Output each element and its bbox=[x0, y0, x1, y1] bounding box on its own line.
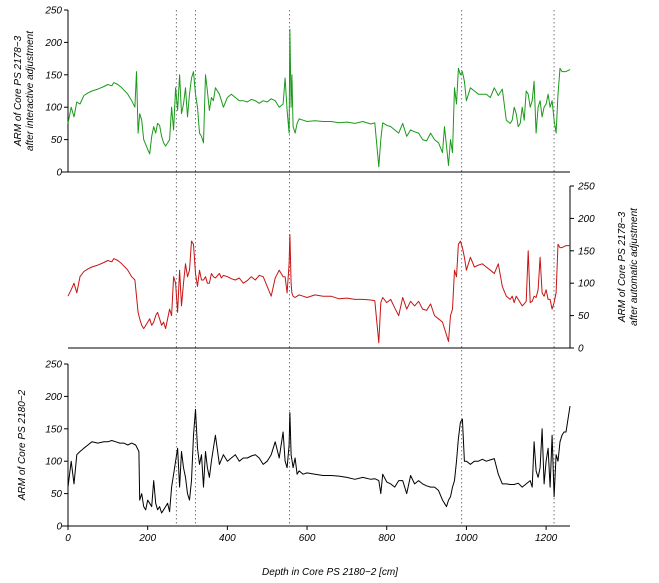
y-tick-label-top-100: 100 bbox=[45, 103, 62, 114]
panel-bottom: 0 50 100 150 200 250 ARM of Core PS 2180−2 0 200… bbox=[17, 360, 571, 578]
y-tick-label-top-50: 50 bbox=[51, 135, 63, 146]
x-tick-label-600: 600 bbox=[299, 533, 316, 544]
y-tick-label-bottom-250: 250 bbox=[44, 360, 62, 371]
y-tick-label-bottom-50: 50 bbox=[51, 489, 63, 500]
x-tick-label-400: 400 bbox=[219, 533, 236, 544]
series-line-middle bbox=[67, 234, 570, 344]
y-tick-label-top-0: 0 bbox=[56, 168, 62, 179]
y-axis-label-line-bottom-1: ARM of Core PS 2180−2 bbox=[17, 389, 28, 501]
series-line-bottom bbox=[67, 406, 571, 514]
x-axis-label: Depth in Core PS 2180−2 [cm] bbox=[262, 567, 398, 578]
y-tick-label-middle-0: 0 bbox=[578, 344, 584, 355]
y-tick-label-bottom-0: 0 bbox=[56, 522, 62, 533]
y-axis-label-bottom: ARM of Core PS 2180−2 bbox=[17, 389, 28, 501]
y-tick-label-middle-250: 250 bbox=[577, 182, 595, 193]
y-tick-label-middle-150: 150 bbox=[578, 246, 595, 257]
y-tick-label-top-150: 150 bbox=[45, 70, 62, 81]
x-tick-label-1000: 1000 bbox=[455, 533, 478, 544]
y-tick-label-middle-200: 200 bbox=[577, 214, 595, 225]
series-line-top bbox=[67, 28, 571, 168]
y-tick-label-top-250: 250 bbox=[44, 6, 62, 17]
panel-top: 0 50 100 150 200 250 ARM of Core PS 2178−3afte… bbox=[13, 6, 571, 179]
y-axis-label-line-top-1: ARM of Core PS 2178−3 bbox=[13, 35, 24, 147]
y-axis-label-line-middle-1: ARM of Core PS 2178−3 bbox=[617, 211, 628, 323]
x-tick-label-0: 0 bbox=[65, 533, 71, 544]
x-tick-label-200: 200 bbox=[138, 533, 156, 544]
x-tick-label-800: 800 bbox=[378, 533, 395, 544]
y-tick-label-bottom-100: 100 bbox=[45, 457, 62, 468]
y-axis-label-line-top-2: after interactive adjustment bbox=[25, 30, 36, 151]
y-tick-label-middle-100: 100 bbox=[578, 279, 595, 290]
alignment-guide-lines bbox=[175, 10, 555, 526]
y-tick-label-middle-50: 50 bbox=[578, 311, 590, 322]
y-tick-label-bottom-200: 200 bbox=[44, 392, 62, 403]
y-tick-label-top-200: 200 bbox=[44, 38, 62, 49]
panel-middle: 0 50 100 150 200 250 ARM of Core PS 2178−3afte… bbox=[67, 182, 640, 355]
y-axis-label-line-middle-2: after automatic adjustment bbox=[629, 207, 640, 326]
y-tick-label-bottom-150: 150 bbox=[45, 424, 62, 435]
x-tick-label-1200: 1200 bbox=[535, 533, 558, 544]
y-axis-label-top: ARM of Core PS 2178−3after interactive a… bbox=[13, 30, 36, 151]
y-axis-label-middle: ARM of Core PS 2178−3after automatic adj… bbox=[617, 207, 640, 326]
